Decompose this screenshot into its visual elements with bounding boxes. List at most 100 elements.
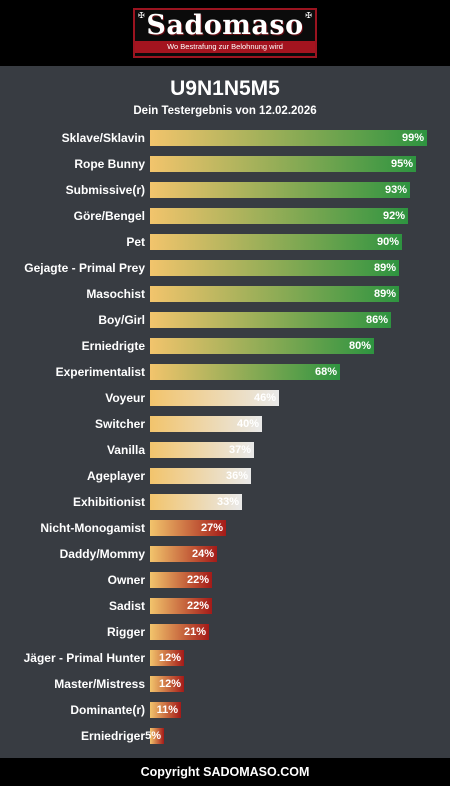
result-row: Daddy/Mommy 24% [0,541,450,567]
result-percent: 46% [253,392,276,404]
result-percent: 21% [183,626,206,638]
result-percent: 86% [365,314,388,326]
result-percent: 99% [401,132,424,144]
result-bar: 99% [150,130,427,146]
logo-wordmark: Sadomaso [146,10,304,41]
result-bar: 46% [150,390,279,406]
result-row: Vanilla 37% [0,437,450,463]
result-label: Exhibitionist [73,495,145,509]
result-percent: 68% [314,366,337,378]
result-bar: 92% [150,208,408,224]
result-row: Experimentalist 68% [0,359,450,385]
result-percent: 11% [156,704,178,716]
result-label: Master/Mistress [54,677,145,691]
top-bar: ✠ ✠ Sadomaso Wo Bestrafung zur Belohnung… [0,0,450,66]
result-row: Nicht-Monogamist 27% [0,515,450,541]
result-label: Pet [126,235,145,249]
result-row: Owner 22% [0,567,450,593]
result-bar: 95% [150,156,416,172]
result-percent: 80% [348,340,371,352]
result-bar: 12% [150,676,184,692]
result-percent: 95% [390,158,413,170]
result-bar: 22% [150,598,212,614]
result-percent: 12% [158,652,181,664]
result-percent: 33% [216,496,239,508]
result-label: Daddy/Mommy [59,547,145,561]
result-percent: 22% [186,600,209,612]
result-label: Voyeur [105,391,145,405]
result-subtitle: Dein Testergebnis von 12.02.2026 [133,105,317,117]
result-label: Switcher [94,417,145,431]
result-row: Erniedriger 5% [0,723,450,749]
result-bar: 21% [150,624,209,640]
result-row: Rope Bunny 95% [0,151,450,177]
site-logo[interactable]: ✠ ✠ Sadomaso Wo Bestrafung zur Belohnung… [133,8,317,58]
result-label: Sadist [108,599,145,613]
result-label: Jäger - Primal Hunter [23,651,145,665]
result-label: Ageplayer [86,469,145,483]
result-row: Erniedrigte 80% [0,333,450,359]
result-row: Sklave/Sklavin 99% [0,125,450,151]
cross-pattee-icon: ✠ [138,11,145,20]
footer-copyright: Copyright SADOMASO.COM [0,758,450,786]
result-bar: 89% [150,286,399,302]
result-bar: 22% [150,572,212,588]
result-label: Rope Bunny [74,157,145,171]
result-label: Vanilla [106,443,145,457]
result-bar: 36% [150,468,251,484]
result-percent: 93% [384,184,407,196]
result-label: Experimentalist [55,365,145,379]
result-label: Masochist [86,287,145,301]
result-row: Sadist 22% [0,593,450,619]
result-percent: 12% [158,678,181,690]
result-percent: 37% [228,444,251,456]
result-percent: 27% [200,522,223,534]
cross-pattee-icon: ✠ [305,11,312,20]
result-bar: 68% [150,364,340,380]
result-row: Pet 90% [0,229,450,255]
result-label: Dominante(r) [70,703,145,717]
result-label: Sklave/Sklavin [61,131,145,145]
result-label: Gejagte - Primal Prey [24,261,145,275]
result-percent: 24% [191,548,214,560]
result-label: Boy/Girl [98,313,145,327]
result-label: Rigger [106,625,145,639]
result-percent: 90% [376,236,399,248]
result-bar: 5% [145,728,164,744]
result-label: Erniedriger [80,729,145,743]
result-label: Göre/Bengel [73,209,145,223]
result-row: Masochist 89% [0,281,450,307]
result-bar: 40% [150,416,262,432]
result-label: Owner [107,573,145,587]
result-row: Göre/Bengel 92% [0,203,450,229]
result-bar: 27% [150,520,226,536]
result-row: Boy/Girl 86% [0,307,450,333]
result-bar: 86% [150,312,391,328]
result-percent: 40% [236,418,259,430]
result-title: U9N1N5M5 [170,77,280,100]
result-bar: 89% [150,260,399,276]
result-bar: 93% [150,182,410,198]
result-bar: 33% [150,494,242,510]
result-percent: 36% [225,470,248,482]
result-bar: 90% [150,234,402,250]
result-percent: 92% [382,210,405,222]
result-row: Master/Mistress 12% [0,671,450,697]
result-percent: 89% [373,288,396,300]
result-label: Submissive(r) [65,183,145,197]
result-label: Nicht-Monogamist [40,521,145,535]
result-row: Gejagte - Primal Prey 89% [0,255,450,281]
result-row: Dominante(r) 11% [0,697,450,723]
result-label: Erniedrigte [81,339,145,353]
result-bar: 37% [150,442,254,458]
result-percent: 5% [145,730,161,742]
logo-tagline: Wo Bestrafung zur Belohnung wird [135,41,315,53]
result-row: Ageplayer 36% [0,463,450,489]
result-row: Jäger - Primal Hunter 12% [0,645,450,671]
result-percent: 22% [186,574,209,586]
result-row: Switcher 40% [0,411,450,437]
result-row: Submissive(r) 93% [0,177,450,203]
result-bar: 24% [150,546,217,562]
result-row: Rigger 21% [0,619,450,645]
result-bar: 11% [150,702,181,718]
